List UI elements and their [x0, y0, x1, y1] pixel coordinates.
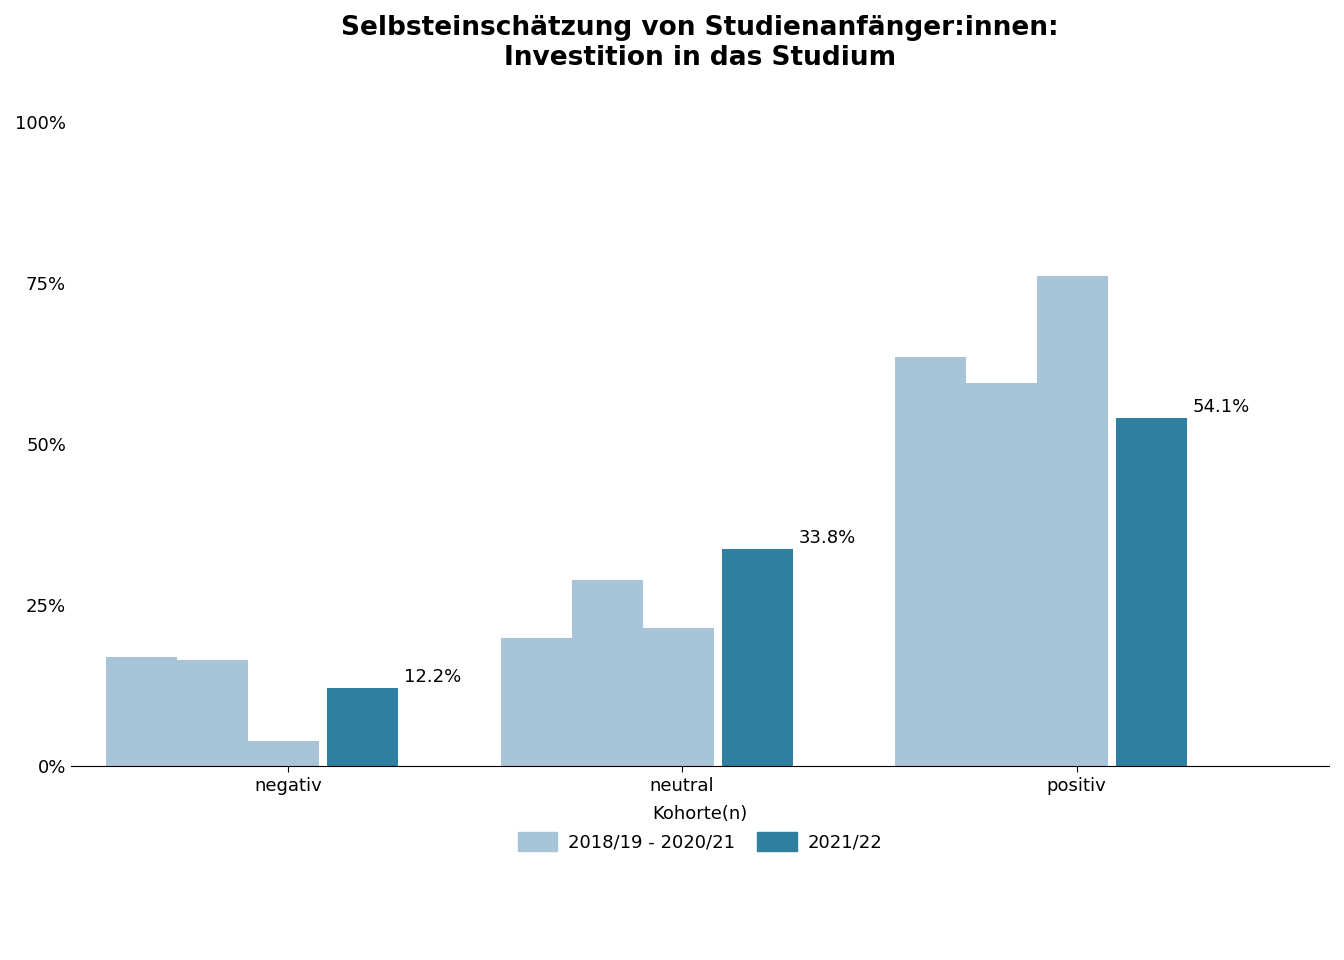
Text: 12.2%: 12.2% — [405, 668, 461, 685]
Bar — [249, 740, 320, 766]
Bar — [571, 580, 642, 766]
Bar — [895, 357, 966, 766]
Legend: 2018/19 - 2020/21, 2021/22: 2018/19 - 2020/21, 2021/22 — [511, 798, 890, 859]
Bar — [327, 687, 398, 766]
Bar — [177, 660, 249, 766]
Bar — [966, 383, 1038, 766]
Bar — [722, 548, 793, 766]
Bar — [1116, 418, 1187, 766]
Bar — [501, 637, 571, 766]
Text: 54.1%: 54.1% — [1193, 398, 1250, 416]
Text: 33.8%: 33.8% — [798, 529, 856, 546]
Title: Selbsteinschätzung von Studienanfänger:innen:
Investition in das Studium: Selbsteinschätzung von Studienanfänger:i… — [341, 15, 1059, 71]
Bar — [642, 628, 714, 766]
Bar — [1038, 276, 1109, 766]
Bar — [106, 657, 177, 766]
